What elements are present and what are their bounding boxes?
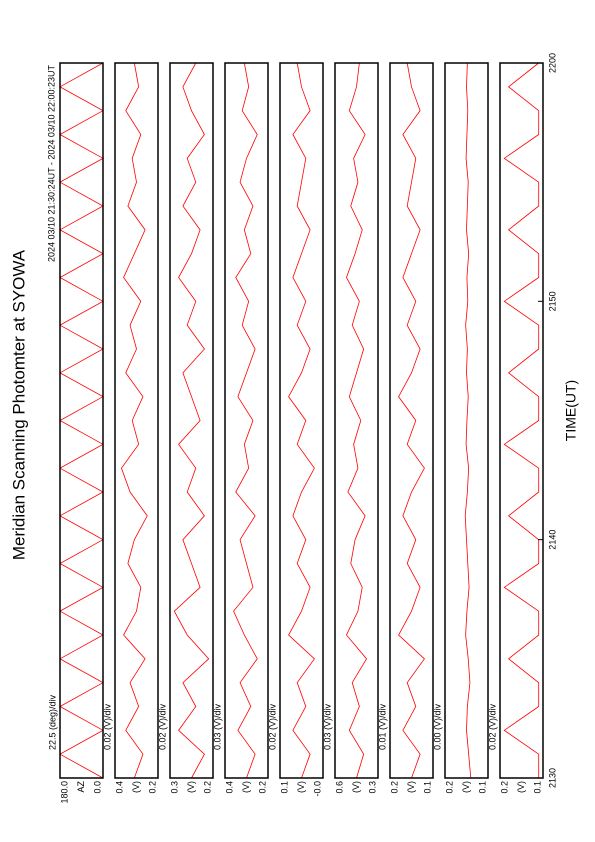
y-tick-label: 0.3 xyxy=(367,781,377,794)
y-axis-label: (V) xyxy=(351,781,361,793)
panel-frame xyxy=(59,62,104,779)
scale-label: 0.00 (V)/div xyxy=(432,703,442,750)
time-range: 2024 03/10 21:30:24UT - 2024 03/10 22:00… xyxy=(46,65,56,262)
scale-label: 22.5 (deg)/div xyxy=(47,694,57,750)
data-line xyxy=(288,62,315,779)
x-tick-label: 2150 xyxy=(547,291,557,311)
scale-label: 0.01 (V)/div xyxy=(377,703,387,750)
y-axis-label: (V) xyxy=(131,781,141,793)
panel-frame xyxy=(389,62,434,779)
y-tick-label: 0.2 xyxy=(202,781,212,794)
y-tick-label: 0.2 xyxy=(444,781,454,794)
x-tick-label: 2130 xyxy=(547,768,557,788)
x-tick-label: 2140 xyxy=(547,530,557,550)
y-axis-label: AZ xyxy=(76,781,86,793)
y-tick-label: 0.3 xyxy=(169,781,179,794)
y-axis-label: (V) xyxy=(516,781,526,793)
panel-frame xyxy=(169,62,214,779)
y-tick-label: 0.1 xyxy=(532,781,542,794)
y-tick-label: 180.0 xyxy=(59,781,69,804)
data-line xyxy=(398,62,425,779)
y-tick-label: 0.4 xyxy=(114,781,124,794)
y-tick-label: 0.1 xyxy=(422,781,432,794)
y-tick-label: 0.6 xyxy=(334,781,344,794)
panel-frame xyxy=(224,62,269,779)
data-line xyxy=(503,62,540,778)
y-tick-label: 0.1 xyxy=(477,781,487,794)
y-tick-label: 0.2 xyxy=(147,781,157,794)
data-line xyxy=(345,62,368,779)
scale-label: 0.03 (V)/div xyxy=(212,703,222,750)
y-axis-label: (V) xyxy=(296,781,306,793)
y-axis-label: (V) xyxy=(186,781,196,793)
y-tick-label: 0.1 xyxy=(279,781,289,794)
data-line xyxy=(464,62,472,779)
panel-frame xyxy=(444,62,489,779)
y-tick-label: 0.4 xyxy=(224,781,234,794)
panel-frame xyxy=(114,62,159,779)
scale-label: 0.02 (V)/div xyxy=(102,703,112,750)
x-tick-label: 2200 xyxy=(547,53,557,73)
panel-frame xyxy=(499,62,544,779)
scale-label: 0.02 (V)/div xyxy=(267,703,277,750)
y-tick-label: 0.0 xyxy=(92,781,102,794)
chart-title: Meridian Scanning Photomter at SYOWA xyxy=(9,249,28,560)
scale-label: 0.02 (V)/div xyxy=(157,703,167,750)
data-line xyxy=(59,62,104,779)
data-line xyxy=(233,62,258,779)
y-tick-label: 0.2 xyxy=(257,781,267,794)
y-tick-label: 0.2 xyxy=(389,781,399,794)
y-axis-label: (V) xyxy=(241,781,251,793)
y-tick-label: -0.0 xyxy=(312,781,322,797)
y-tick-label: 0.2 xyxy=(499,781,509,794)
scale-label: 0.03 (V)/div xyxy=(322,703,332,750)
rotated-chart: Meridian Scanning Photomter at SYOWA 202… xyxy=(9,53,578,804)
panel-frame xyxy=(334,62,379,779)
data-line xyxy=(173,62,210,779)
x-axis-label: TIME(UT) xyxy=(563,380,579,441)
data-line xyxy=(121,62,148,779)
y-axis-label: (V) xyxy=(406,781,416,793)
y-axis-label: (V) xyxy=(461,781,471,793)
scale-label: 0.02 (V)/div xyxy=(487,703,497,750)
panel-frame xyxy=(279,62,324,779)
